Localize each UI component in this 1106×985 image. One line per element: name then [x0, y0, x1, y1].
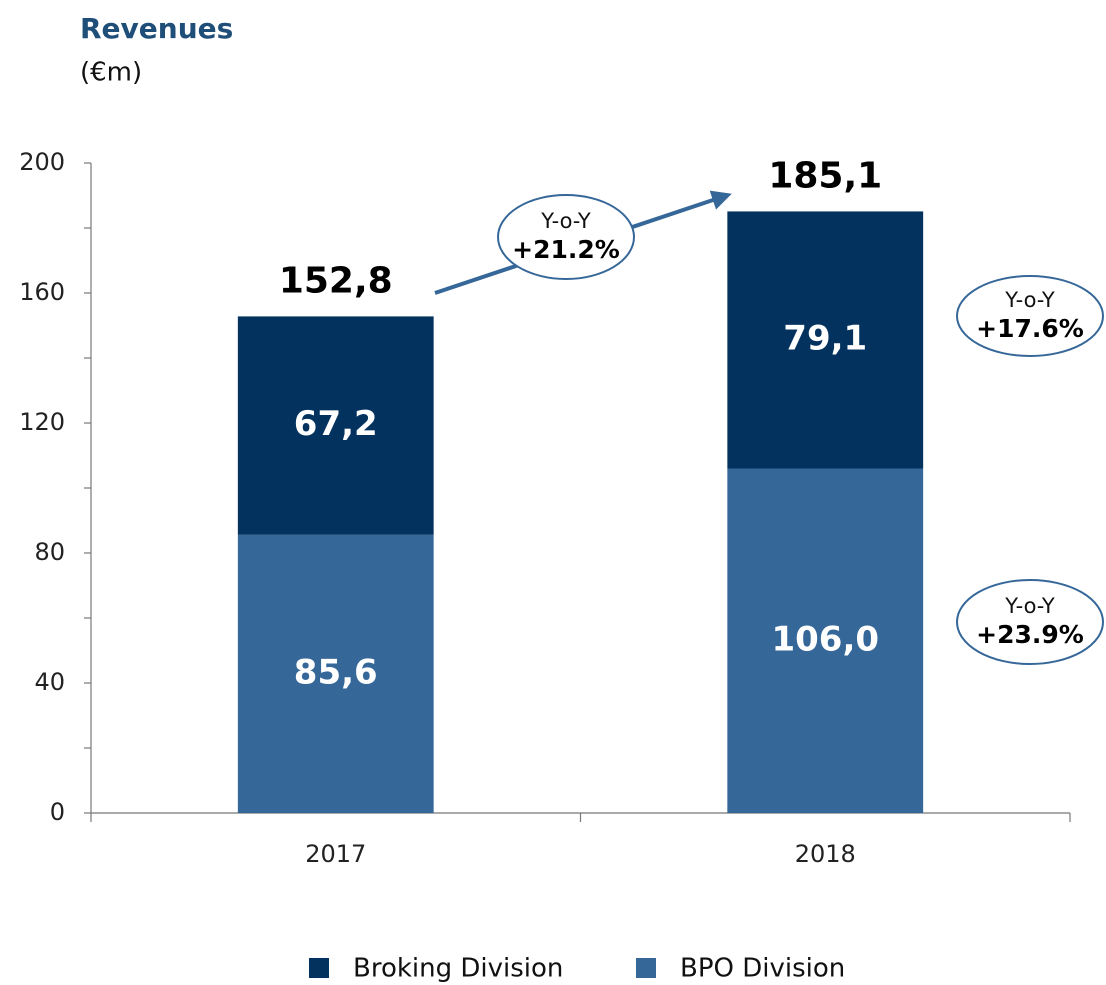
y-tick-label: 80: [34, 538, 65, 566]
x-tick-label: 2018: [795, 840, 856, 868]
yoy-bubble: [956, 579, 1104, 665]
total-label: 185,1: [768, 155, 882, 196]
y-tick-label: 200: [19, 148, 65, 176]
yoy-label: Y-o-Y: [540, 209, 591, 233]
bar-value-label: 106,0: [771, 619, 879, 659]
bar-value-label: 85,6: [294, 652, 378, 692]
legend-label: Broking Division: [353, 954, 563, 984]
chart-title: Revenues: [80, 12, 233, 45]
yoy-bubble: [956, 275, 1104, 357]
y-tick-label: 0: [50, 798, 65, 826]
y-tick-label: 40: [34, 668, 65, 696]
bar-value-label: 79,1: [783, 318, 867, 358]
yoy-value: +17.6%: [976, 314, 1084, 343]
yoy-label: Y-o-Y: [1004, 594, 1055, 618]
chart-subtitle: (€m): [80, 58, 142, 88]
bar-segment: [727, 211, 924, 469]
yoy-label: Y-o-Y: [1004, 288, 1055, 312]
bar-segment: [237, 534, 434, 813]
yoy-value: +21.2%: [512, 235, 620, 264]
yoy-value: +23.9%: [976, 620, 1084, 649]
legend-swatch: [309, 958, 329, 978]
legend-label: BPO Division: [680, 954, 845, 984]
y-tick-label: 160: [19, 278, 65, 306]
bar-segment: [237, 316, 434, 535]
yoy-bubble: [497, 194, 635, 280]
bar-segment: [727, 468, 924, 813]
total-label: 152,8: [279, 260, 393, 301]
legend-swatch: [636, 958, 656, 978]
bar-value-label: 67,2: [294, 404, 378, 444]
y-tick-label: 120: [19, 408, 65, 436]
x-tick-label: 2017: [305, 840, 366, 868]
